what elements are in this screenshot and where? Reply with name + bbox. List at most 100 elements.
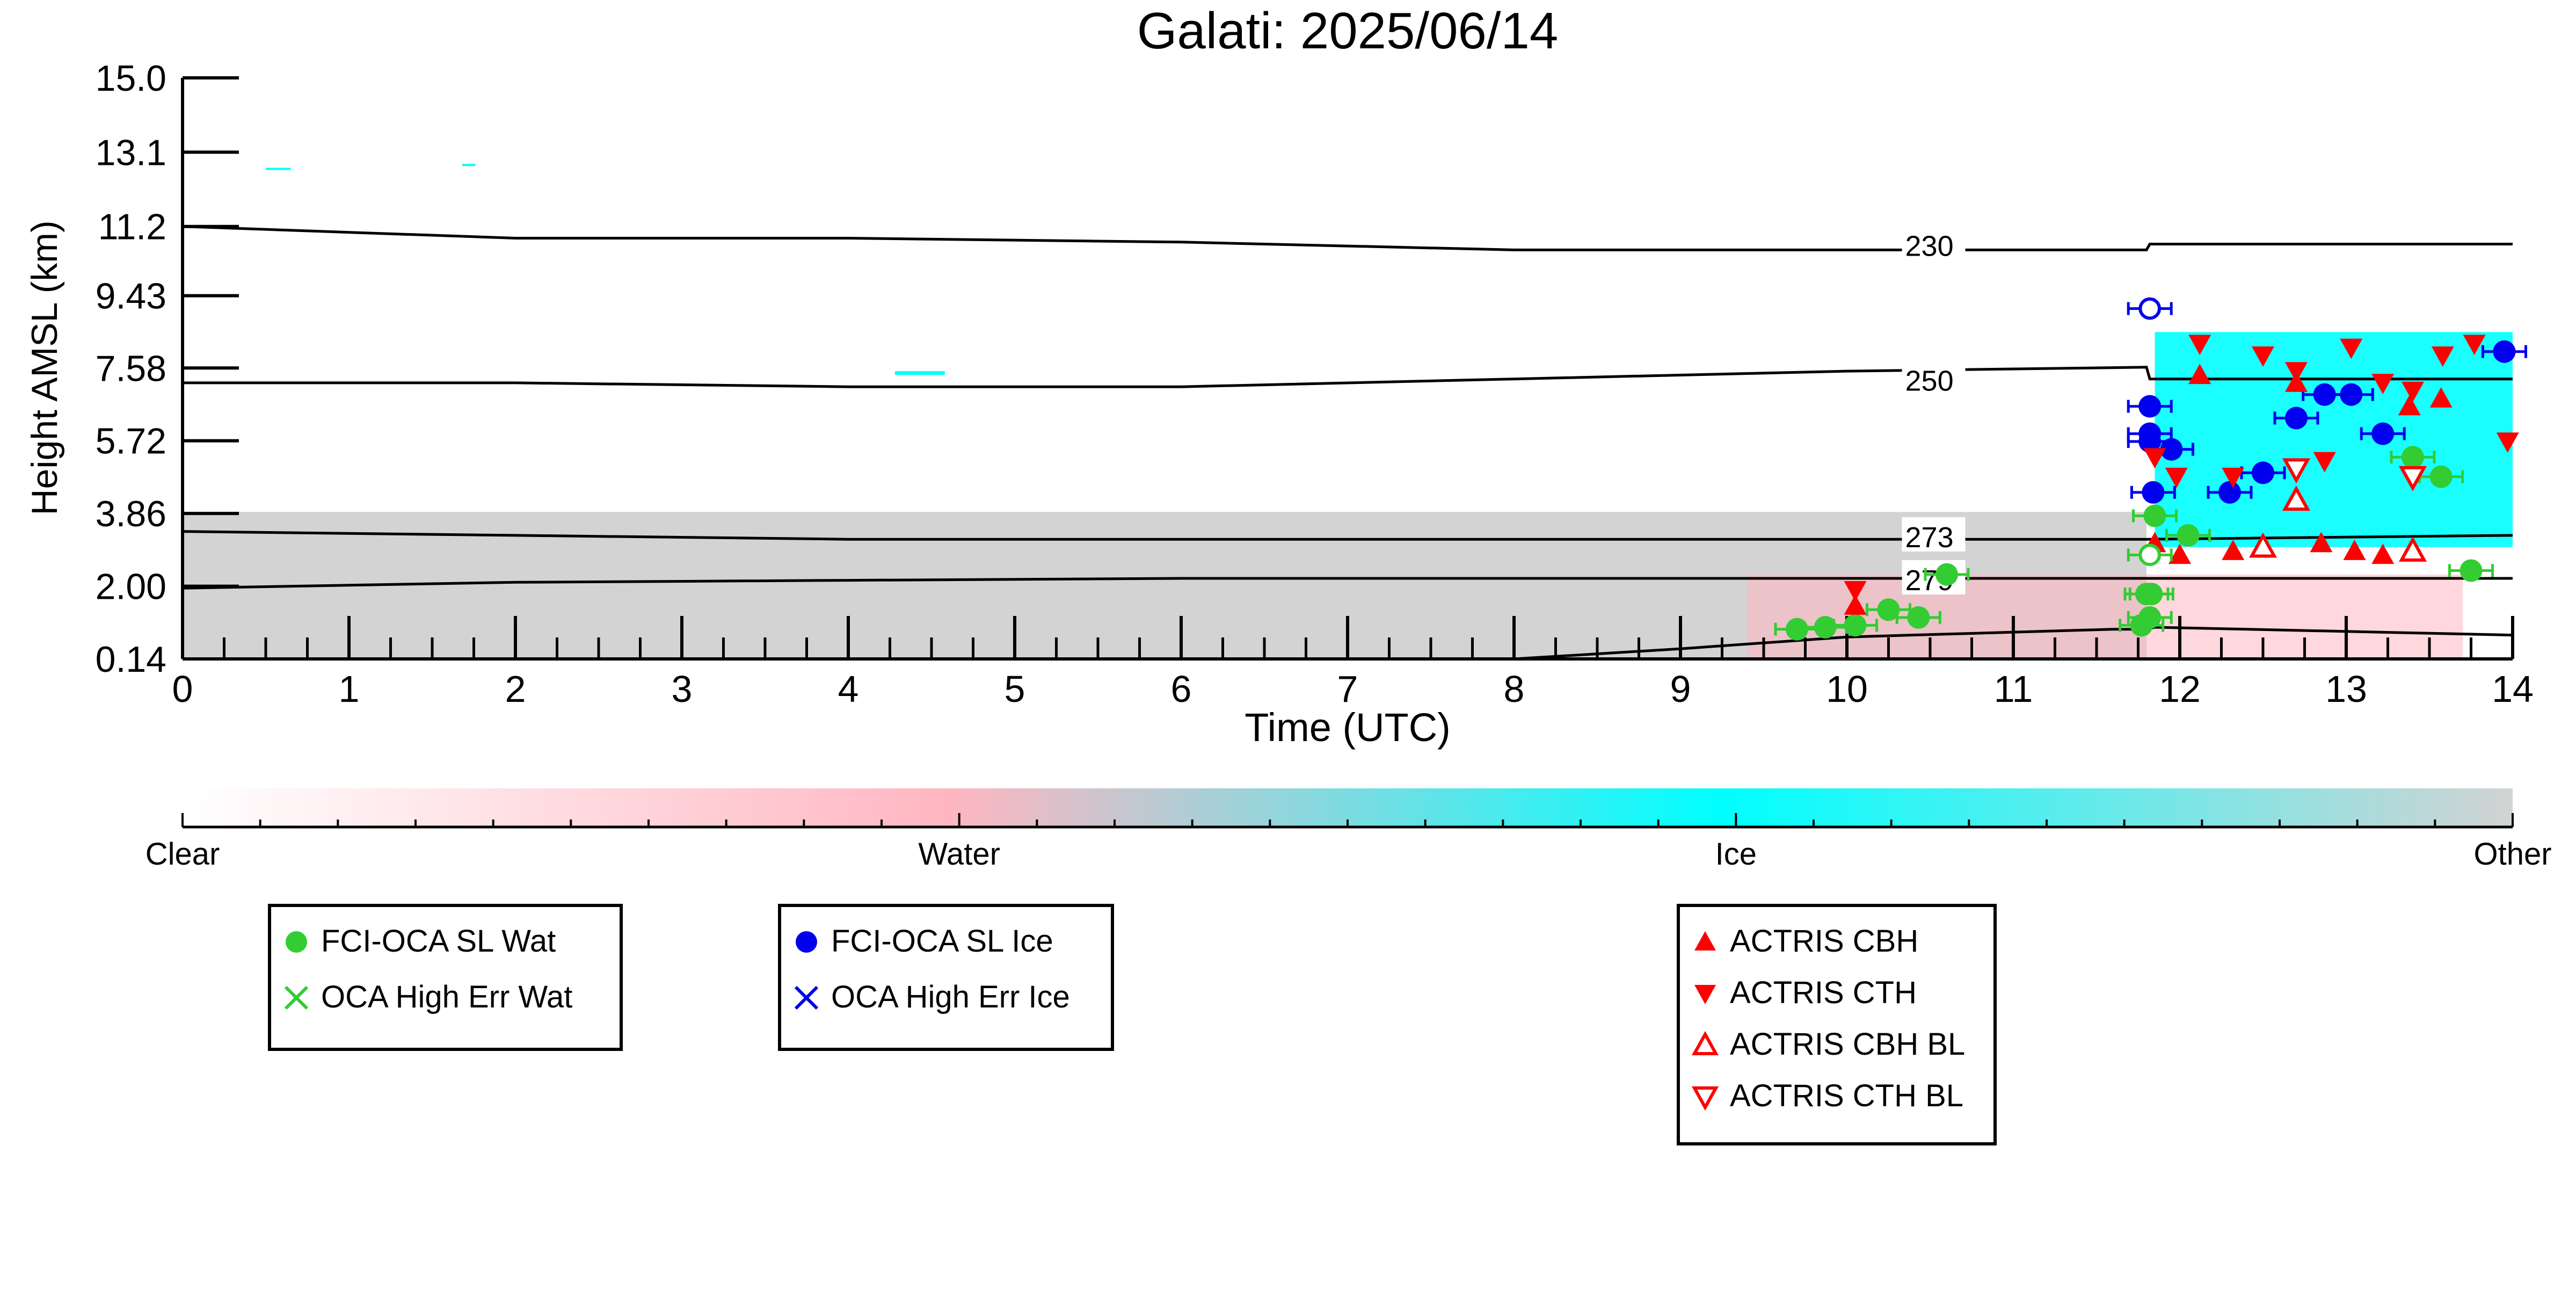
isotherm-label: 250 <box>1905 365 1954 397</box>
actris-cth-point <box>2402 381 2424 402</box>
actris-cbh-bl-point <box>2398 536 2427 562</box>
x-tick-label: 13 <box>2325 668 2367 710</box>
x-tick-label: 0 <box>172 668 193 710</box>
x-tick-label: 1 <box>339 668 360 710</box>
legend-label: OCA High Err Wat <box>321 980 572 1014</box>
actris-cth-point <box>2222 467 2245 488</box>
fci-oca-sl-ice-point <box>2285 407 2308 430</box>
colorbar-label: Other <box>2473 837 2551 872</box>
fci-oca-sl-ice-point <box>2138 430 2162 453</box>
actris-cth-point <box>2188 335 2211 356</box>
ice-class-region <box>2155 332 2513 547</box>
fci-oca-sl-wat-point <box>1907 606 1930 629</box>
isotherm-line <box>183 366 2513 388</box>
legend-label: FCI-OCA SL Ice <box>831 924 1053 959</box>
x-tick-label: 2 <box>505 668 526 710</box>
fci-oca-sl-ice-point <box>2218 481 2241 504</box>
isotherm-label-bg <box>1902 517 1966 552</box>
chart-title: Galati: 2025/06/14 <box>1137 2 1559 60</box>
isotherm-label: 230 <box>1905 230 1954 262</box>
y-tick-label: 0.14 <box>96 639 166 680</box>
legend-marker <box>1691 1031 1719 1055</box>
isotherm-line <box>182 225 2513 251</box>
actris-cbh-point <box>2169 543 2191 564</box>
fci-oca-sl-ice-point <box>2138 395 2162 418</box>
actris-cbh-point <box>2222 540 2245 560</box>
actris-cth-bl-point <box>2398 466 2427 491</box>
fci-oca-sl-wat-point <box>1935 563 1958 586</box>
legend-marker <box>1694 931 1716 951</box>
data-points <box>1774 297 2527 641</box>
isotherm-line <box>182 530 2513 541</box>
legend-label: FCI-OCA SL Wat <box>321 924 556 959</box>
y-tick-label: 2.00 <box>96 567 166 607</box>
x-tick-label: 8 <box>1504 668 1525 710</box>
legend-label: ACTRIS CBH BL <box>1730 1027 1965 1062</box>
fci-oca-sl-wat-point <box>1844 614 1867 637</box>
unlabelled-point <box>2138 543 2162 567</box>
actris-cth-point <box>2313 452 2336 473</box>
actris-cth-point <box>2340 338 2363 359</box>
legend-label: ACTRIS CBH <box>1730 924 1918 959</box>
x-tick-label: 14 <box>2492 668 2534 710</box>
actris-cbh-point <box>2429 387 2453 408</box>
fci-oca-sl-wat-point <box>2140 583 2163 606</box>
ice-class-speck <box>266 168 291 170</box>
legends: FCI-OCA SL Wat OCA High Err Wat FCI-OCA SL… <box>268 904 1997 1145</box>
legend-marker <box>284 985 309 1010</box>
fci-oca-sl-wat-point <box>2402 446 2424 469</box>
fci-oca-sl-wat-point <box>1814 616 1837 639</box>
y-tick-label: 7.58 <box>96 348 166 389</box>
actris-cbh-point <box>2310 532 2333 553</box>
colorbar-label: Water <box>918 837 1000 872</box>
ice-class-speck <box>462 164 476 166</box>
fci-oca-sl-wat-point <box>2459 559 2483 582</box>
legend-marker <box>286 931 307 953</box>
y-axis-label: Height AMSL (km) <box>24 220 65 515</box>
actris-cth-point <box>2463 335 2486 356</box>
fci-oca-sl-wat-point <box>2138 606 2162 629</box>
x-tick-label: 3 <box>672 668 693 710</box>
colorbar-label: Clear <box>145 837 220 872</box>
colorbar: Clear Water Ice Other <box>145 788 2552 872</box>
legend-marker <box>1694 985 1716 1004</box>
actris-cbh-point <box>2188 364 2211 385</box>
fci-oca-sl-ice-point <box>2160 438 2183 461</box>
y-tick-label: 3.86 <box>96 494 166 534</box>
x-tick-label: 12 <box>2159 668 2201 710</box>
x-tick-label: 4 <box>838 668 859 710</box>
actris-cbh-bl-point <box>2282 485 2311 511</box>
isotherm-line <box>182 577 2513 590</box>
isotherm-label-bg <box>1902 360 1966 395</box>
axes: 0 1 2 3 4 5 6 7 8 9 10 11 12 13 140.142.003.865.727.58… <box>96 58 2534 710</box>
legend-label: ACTRIS CTH <box>1730 975 1917 1010</box>
x-tick-label: 11 <box>1994 668 2033 710</box>
fci-oca-sl-ice-point <box>2340 383 2363 406</box>
fci-oca-sl-wat-point <box>2429 465 2453 488</box>
y-tick-label: 13.1 <box>96 132 166 173</box>
actris-cth-point <box>2431 346 2454 367</box>
water-class-region <box>1747 574 2463 659</box>
legend-marker <box>1691 1086 1719 1111</box>
y-tick-label: 11.2 <box>98 207 166 248</box>
x-tick-label: 5 <box>1005 668 1025 710</box>
actris-cth-point <box>2252 346 2274 367</box>
legend-box <box>778 904 1114 1051</box>
fci-oca-sl-ice-point <box>2493 340 2516 363</box>
legend-label: ACTRIS CTH BL <box>1730 1078 1963 1113</box>
actris-cth-bl-point <box>2282 458 2311 484</box>
legend-box <box>1677 904 1997 1145</box>
legend-marker <box>794 985 819 1010</box>
fci-oca-sl-ice-point <box>2252 461 2274 484</box>
x-tick-label: 7 <box>1337 668 1358 710</box>
fci-oca-sl-wat-point <box>1877 598 1900 621</box>
x-tick-label: 10 <box>1826 668 1868 710</box>
fci-oca-sl-wat-point <box>2143 504 2166 527</box>
actris-cbh-bl-point <box>2248 532 2277 558</box>
x-tick-label: 9 <box>1670 668 1691 710</box>
y-tick-label: 5.72 <box>96 421 166 462</box>
ice-class-speck <box>894 371 945 375</box>
isotherm-label: 273 <box>1905 521 1954 554</box>
